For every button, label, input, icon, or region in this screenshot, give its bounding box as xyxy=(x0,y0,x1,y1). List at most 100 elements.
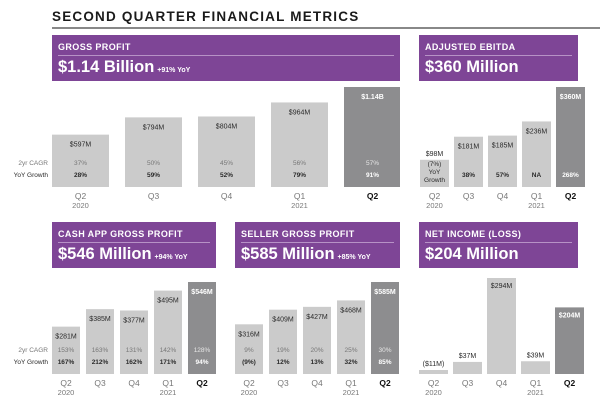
yoy-value: 85% xyxy=(378,359,391,366)
cagr-value: 131% xyxy=(126,347,143,354)
x-tick-label: Q1 xyxy=(531,191,543,201)
bar xyxy=(420,159,449,187)
bar xyxy=(488,135,517,187)
bar-value-label: $794M xyxy=(143,124,165,131)
adjusted-ebitda-panel: ADJUSTED EBITDA $360 Million $98M (7%) YoY… xyxy=(400,35,600,215)
yoy-value: 13% xyxy=(310,359,323,366)
x-tick-label: Q2 xyxy=(429,191,441,201)
net-income-chart: ($11M)Q22020$37MQ3$294MQ4$39MQ12021$204M… xyxy=(419,278,584,397)
yoy-value: 212% xyxy=(92,359,109,366)
bar xyxy=(52,326,80,374)
cagr-value: 30% xyxy=(378,347,391,354)
yoy-value: 52% xyxy=(220,172,233,179)
x-year-label: 2020 xyxy=(426,201,443,210)
bar xyxy=(555,307,584,374)
cagr-value: 142% xyxy=(160,347,177,354)
page-title: SECOND QUARTER FINANCIAL METRICS xyxy=(52,9,360,24)
bar xyxy=(337,300,365,374)
yoy-inline-label: YoY xyxy=(429,169,441,176)
metric-name: CASH APP GROSS PROFIT xyxy=(58,229,183,239)
x-year-label: 2021 xyxy=(527,388,544,397)
x-tick-label: Q3 xyxy=(94,378,106,388)
x-tick-label: Q2 xyxy=(60,378,72,388)
x-tick-label: Q2 xyxy=(428,378,440,388)
cagr-value: 153% xyxy=(58,347,75,354)
bar xyxy=(86,309,114,374)
bar xyxy=(52,134,109,187)
x-tick-label: Q4 xyxy=(311,378,323,388)
x-tick-label: Q1 xyxy=(162,378,174,388)
yoy-value: 167% xyxy=(58,359,75,366)
seller-gross-profit-chart: $316M9%(9%)Q22020$409M19%12%Q3$427M20%13… xyxy=(235,282,399,397)
bar xyxy=(269,309,297,374)
panel-header: SELLER GROSS PROFIT $585 Million +85% YoY xyxy=(235,222,400,268)
bar-value-label: $360M xyxy=(560,94,582,101)
header-divider xyxy=(425,55,572,56)
yoy-value: 38% xyxy=(462,172,475,179)
header-divider xyxy=(425,242,572,243)
x-tick-label: Q3 xyxy=(277,378,289,388)
x-year-label: 2021 xyxy=(528,201,545,210)
bar-value-label: $316M xyxy=(238,331,260,338)
x-tick-label: Q4 xyxy=(497,191,509,201)
bar xyxy=(419,370,448,374)
cagr-value: 20% xyxy=(310,347,323,354)
cagr-row-label: 2yr CAGR xyxy=(18,160,48,167)
cagr-value: 9% xyxy=(244,347,254,354)
yoy-inline-label: Growth xyxy=(424,177,445,184)
headline-value: $360 Million xyxy=(425,58,519,76)
yoy-value: 79% xyxy=(293,172,306,179)
bar xyxy=(344,87,400,187)
metric-name: SELLER GROSS PROFIT xyxy=(241,229,355,239)
yoy-value: 12% xyxy=(276,359,289,366)
headline-yoy: +85% YoY xyxy=(337,254,371,261)
adjusted-ebitda-chart: $98M(7%)YoYGrowthQ22020$181M38%Q3$185M57… xyxy=(420,87,585,210)
headline-yoy: +91% YoY xyxy=(157,67,191,74)
bar xyxy=(154,290,182,374)
bar-value-label: ($11M) xyxy=(423,361,445,368)
x-tick-label: Q2 xyxy=(367,191,379,201)
bar xyxy=(487,278,516,374)
x-year-label: 2020 xyxy=(72,201,89,210)
cagr-row-label: 2yr CAGR xyxy=(18,347,48,354)
x-year-label: 2020 xyxy=(241,388,258,397)
x-tick-label: Q1 xyxy=(530,378,542,388)
yoy-value: 268% xyxy=(562,172,579,179)
x-tick-label: Q4 xyxy=(221,191,233,201)
bar-value-label: $204M xyxy=(559,312,581,319)
cagr-value: 25% xyxy=(344,347,357,354)
gross-profit-panel: GROSS PROFIT $1.14 Billion +91% YoY 2yr C… xyxy=(0,35,400,215)
headline-value: $204 Million xyxy=(425,245,519,263)
yoy-value: 28% xyxy=(74,172,87,179)
panel-header: NET INCOME (LOSS) $204 Million xyxy=(419,222,578,268)
bar-value-label: $377M xyxy=(123,317,145,324)
bar-value-label: $98M xyxy=(426,151,444,158)
metric-name: GROSS PROFIT xyxy=(58,42,131,52)
x-year-label: 2020 xyxy=(425,388,442,397)
cagr-value: 50% xyxy=(147,160,160,167)
cagr-value: 163% xyxy=(92,347,109,354)
panel-header: GROSS PROFIT $1.14 Billion +91% YoY xyxy=(52,35,400,81)
bar-value-label: $427M xyxy=(306,314,328,321)
bar-value-label: $964M xyxy=(289,109,311,116)
cash-app-gross-profit-panel: CASH APP GROSS PROFIT $546 Million +94% Y… xyxy=(0,222,225,402)
bar-value-label: $37M xyxy=(459,353,477,360)
x-year-label: 2021 xyxy=(343,388,360,397)
yoy-value: 162% xyxy=(126,359,143,366)
headline-value: $1.14 Billion xyxy=(58,58,155,76)
x-tick-label: Q2 xyxy=(564,378,576,388)
x-tick-label: Q3 xyxy=(463,191,475,201)
net-income-panel: NET INCOME (LOSS) $204 Million ($11M) Q2 2… xyxy=(405,222,600,402)
bar xyxy=(556,87,585,187)
x-year-label: 2020 xyxy=(58,388,75,397)
bar xyxy=(125,117,182,187)
bar-value-label: $294M xyxy=(491,283,513,290)
cagr-value: 56% xyxy=(293,160,306,167)
yoy-value: 91% xyxy=(366,172,379,179)
cagr-value: 45% xyxy=(220,160,233,167)
x-tick-label: Q1 xyxy=(294,191,306,201)
yoy-value: NA xyxy=(532,172,542,179)
yoy-value: 59% xyxy=(147,172,160,179)
x-tick-label: Q4 xyxy=(128,378,140,388)
